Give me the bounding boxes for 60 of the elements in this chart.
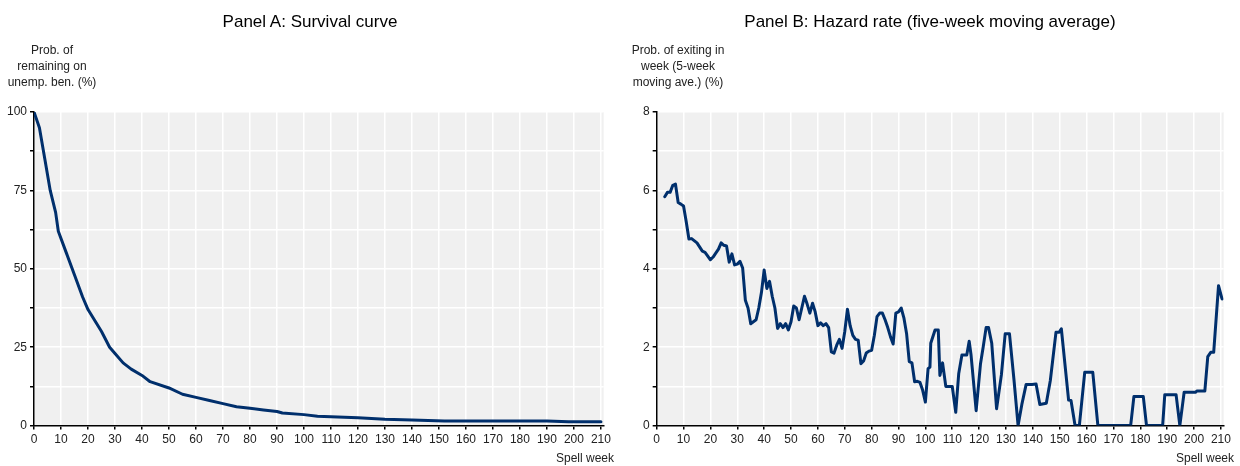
y-tick-label: 100 <box>6 104 28 119</box>
x-tick-label: 40 <box>757 432 772 447</box>
x-tick-label: 0 <box>653 432 661 447</box>
x-tick-label: 30 <box>108 432 123 447</box>
x-tick-label: 60 <box>811 432 825 447</box>
x-tick-label: 130 <box>995 432 1017 447</box>
x-tick-label: 100 <box>293 432 315 447</box>
y-tick-label: 8 <box>642 104 650 119</box>
x-tick-label: 10 <box>676 432 691 447</box>
x-tick-label: 140 <box>1022 432 1044 447</box>
x-tick-label: 110 <box>942 432 963 447</box>
y-tick-label: 0 <box>642 417 650 432</box>
chart-title: Panel B: Hazard rate (five-week moving average) <box>743 12 1117 32</box>
x-tick-label: 90 <box>891 432 906 447</box>
x-tick-label: 160 <box>1076 432 1097 447</box>
x-tick-label: 70 <box>838 432 852 447</box>
x-tick-label: 200 <box>1184 432 1205 447</box>
y-tick-label: 4 <box>642 261 650 276</box>
x-tick-label: 120 <box>347 432 369 447</box>
x-tick-label: 20 <box>81 432 96 447</box>
x-tick-label: 170 <box>1103 432 1124 447</box>
y-tick-label: 0 <box>20 417 28 432</box>
x-tick-label: 210 <box>1210 432 1232 447</box>
x-tick-label: 140 <box>401 432 423 447</box>
chart-title: Panel A: Survival curve <box>221 12 399 32</box>
y-tick-label: 75 <box>13 182 28 197</box>
x-tick-label: 20 <box>703 432 718 447</box>
x-tick-label: 80 <box>243 432 257 447</box>
x-tick-label: 40 <box>135 432 149 447</box>
x-tick-label: 190 <box>1157 432 1178 447</box>
y-axis-title: Prob. of exiting in week (5-week moving ave.) (%) <box>630 42 726 90</box>
x-tick-label: 50 <box>162 432 176 447</box>
x-tick-label: 110 <box>321 432 341 447</box>
y-axis-title: Prob. of remaining on unemp. ben. (%) <box>6 42 98 90</box>
x-tick-label: 150 <box>428 432 450 447</box>
x-tick-label: 90 <box>270 432 284 447</box>
x-tick-label: 50 <box>784 432 799 447</box>
x-tick-label: 0 <box>30 432 38 447</box>
x-tick-label: 150 <box>1049 432 1071 447</box>
x-tick-label: 180 <box>1130 432 1151 447</box>
x-tick-label: 70 <box>216 432 230 447</box>
y-tick-label: 6 <box>642 182 650 197</box>
x-tick-label: 190 <box>536 432 558 447</box>
x-tick-label: 210 <box>590 432 612 447</box>
x-tick-label: 200 <box>563 432 585 447</box>
x-tick-label: 10 <box>54 432 69 447</box>
x-tick-label: 30 <box>730 432 745 447</box>
y-tick-label: 2 <box>642 339 650 354</box>
x-tick-label: 180 <box>509 432 531 447</box>
x-tick-label: 60 <box>189 432 203 447</box>
x-tick-label: 120 <box>969 432 990 447</box>
x-tick-label: 170 <box>482 432 504 447</box>
x-tick-label: 160 <box>455 432 477 447</box>
x-axis-title: Spell week <box>1175 451 1234 465</box>
x-tick-label: 100 <box>915 432 936 447</box>
x-axis-title: Spell week <box>555 451 614 465</box>
x-tick-label: 80 <box>864 432 879 447</box>
y-tick-label: 50 <box>13 261 28 276</box>
x-tick-label: 130 <box>374 432 396 447</box>
y-tick-label: 25 <box>13 339 28 354</box>
